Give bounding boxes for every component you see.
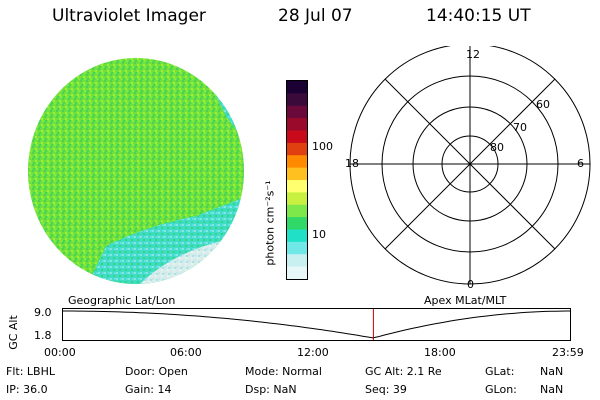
colorbar-segment <box>287 204 307 218</box>
colorbar-segment <box>287 229 307 243</box>
colorbar-segment <box>287 118 307 131</box>
status-glon-value: NaN <box>540 383 564 396</box>
colorbar-segment <box>287 155 307 169</box>
gc-alt-curve <box>63 310 571 339</box>
mlt-label-0: 0 <box>467 278 474 291</box>
timeline-xtick-2359: 23:59 <box>552 346 584 359</box>
uv-image-disc <box>28 58 244 284</box>
timeline-xtick-1800: 18:00 <box>424 346 456 359</box>
colorbar-segment <box>287 105 307 119</box>
mlt-label-12: 12 <box>466 48 480 61</box>
colorbar-segment <box>287 254 307 268</box>
status-gc-alt: GC Alt: 2.1 Re <box>365 365 442 378</box>
lat-label-80: 80 <box>490 141 504 154</box>
status-ip: IP: 36.0 <box>6 383 48 396</box>
colorbar-segment <box>287 81 307 94</box>
header-time: 14:40:15 UT <box>426 6 531 26</box>
status-door: Door: Open <box>125 365 188 378</box>
lat-label-70: 70 <box>513 121 527 134</box>
timeline-left-title: Geographic Lat/Lon <box>68 294 176 307</box>
colorbar-segment <box>287 130 307 144</box>
colorbar-segment <box>287 192 307 206</box>
timeline-xtick-0600: 06:00 <box>170 346 202 359</box>
lat-label-60: 60 <box>536 98 550 111</box>
status-gain: Gain: 14 <box>125 383 172 396</box>
colorbar-segment <box>287 241 307 255</box>
timeline-axis-label: GC Alt <box>6 315 20 350</box>
colorbar-segment <box>287 217 307 230</box>
colorbar-segment <box>287 180 307 193</box>
colorbar-unit-label: photon cm⁻²s⁻¹ <box>263 180 277 266</box>
timeline-xtick-1200: 12:00 <box>297 346 329 359</box>
timeline-ytick-1-8: 1.8 <box>34 329 52 342</box>
header-date: 28 Jul 07 <box>278 6 353 26</box>
timeline-plot <box>62 308 571 341</box>
polar-plot <box>349 46 591 285</box>
mlt-label-18: 18 <box>345 157 359 170</box>
colorbar-segment <box>287 167 307 181</box>
status-glat-value: NaN <box>540 365 564 378</box>
status-seq: Seq: 39 <box>365 383 407 396</box>
timeline-ytick-9: 9.0 <box>34 306 52 319</box>
colorbar-tick-100: 100 <box>312 140 333 153</box>
colorbar-tick-10: 10 <box>312 228 326 241</box>
mlt-label-6: 6 <box>577 157 584 170</box>
colorbar-segment <box>287 266 307 279</box>
app-title: Ultraviolet Imager <box>52 6 206 26</box>
colorbar-segment <box>287 93 307 107</box>
colorbar-segment <box>287 142 307 156</box>
status-dsp: Dsp: NaN <box>245 383 297 396</box>
timeline-xtick-0000: 00:00 <box>44 346 76 359</box>
status-flt: Flt: LBHL <box>6 365 55 378</box>
status-glat-label: GLat: <box>485 365 515 378</box>
status-glon-label: GLon: <box>485 383 517 396</box>
colorbar <box>286 80 308 280</box>
timeline-right-title: Apex MLat/MLT <box>424 294 507 307</box>
status-mode: Mode: Normal <box>245 365 322 378</box>
